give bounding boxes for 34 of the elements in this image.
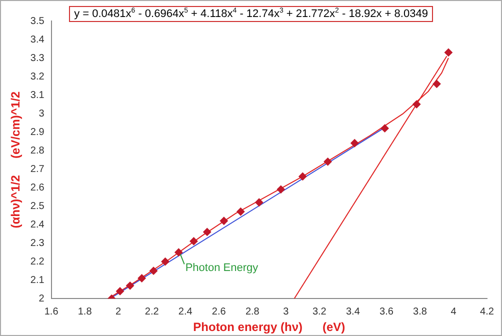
y-tick-label: 2.3 [30,238,45,249]
y-tick-label: 3.2 [30,71,45,82]
annotation: Photon Energy [185,262,259,274]
x-tick-label: 2.2 [144,306,160,318]
x-tick-label: 1.8 [78,306,92,318]
y-tick-label: 2.8 [30,145,45,156]
x-tick-label: 4 [450,306,457,318]
y-tick-label: 2.6 [30,182,45,194]
x-tick-label: 3.2 [312,306,327,318]
y-tick-label: 2.7 [30,164,45,175]
x-tick-label: 2.4 [178,306,193,318]
y-tick-label: 2.5 [30,200,45,212]
y-tick-label: 3.1 [30,90,45,101]
x-tick-label: 2 [116,306,122,318]
y-tick-label: 2.1 [30,274,45,286]
y-tick-label: 3 [38,108,45,120]
x-tick-label: 3.6 [380,306,394,318]
y-tick-label: 2.4 [30,219,45,230]
y-tick-label: 2.9 [30,126,45,138]
y-tick-label: 3.5 [30,16,45,27]
y-tick-label: 2.2 [30,256,45,268]
x-tick-label: 3 [283,306,290,318]
y-tick-label: 3.3 [30,52,45,64]
x-tick-label: 2.6 [212,306,226,318]
x-tick-label: 3.4 [346,306,360,318]
y-tick-label: 2 [38,293,45,304]
x-tick-label: 2.8 [245,306,260,318]
chart-title: y = 0.0481x$^{6}$ - 0.6964x$^{5}$ + 4.118x$^{4}$ - 12.74x$^{3}$ + 21.772x$^{2}$ - 18.92x + 8.0349 [74,7,428,20]
x-tick-label: 4.2 [480,306,494,318]
x-tick-label: 3.8 [413,306,428,318]
y-axis-title: (αhν)^1/2 (eV/cm)^1/2 [8,91,23,228]
x-tick-label: 1.6 [44,306,59,318]
x-axis-title: Photon energy (hν) (eV) [193,320,346,334]
y-tick-label: 3.4 [30,34,45,46]
